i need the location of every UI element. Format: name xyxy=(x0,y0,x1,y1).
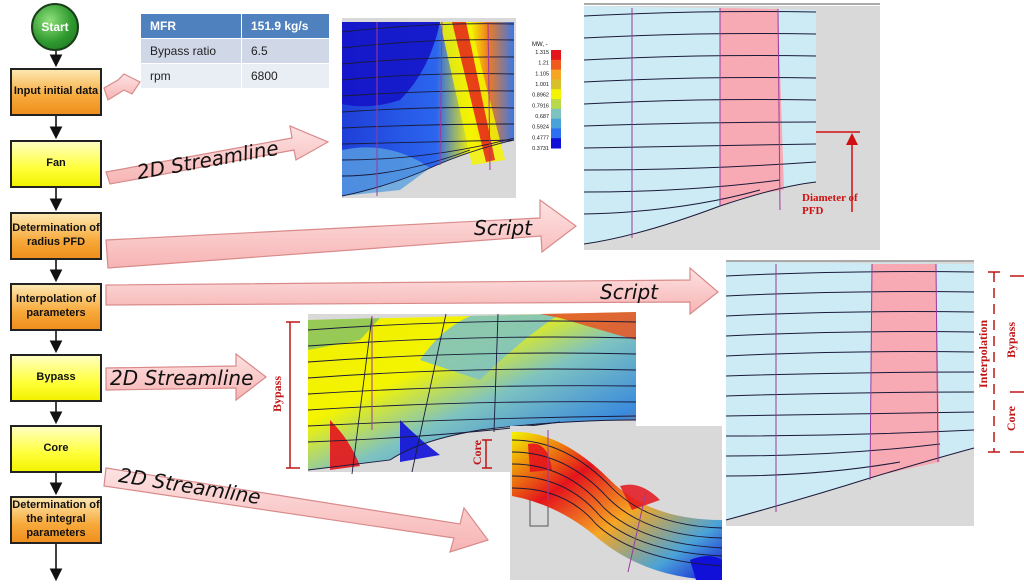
colorbar-tick-label: 1.105 xyxy=(535,71,549,77)
start-node: Start xyxy=(31,3,79,51)
interpolation-right-label: Interpolation xyxy=(976,320,990,389)
table-row: rpm 6800 xyxy=(141,63,329,89)
arrow-interp xyxy=(105,266,719,316)
step-label: Input initial data xyxy=(13,85,99,98)
pfd-radius-panel xyxy=(583,3,880,250)
table-row: MFR 151.9 kg/s xyxy=(141,14,329,39)
arrow-label-pfd: Script xyxy=(474,216,533,240)
fan-contour-panel xyxy=(341,18,516,198)
arrow-label-bypass: 2D Streamline xyxy=(110,366,254,390)
colorbar-tick-label: 1.21 xyxy=(538,61,549,67)
param-key: MFR xyxy=(141,14,242,39)
step-label: Core xyxy=(43,442,69,455)
param-value: 151.9 kg/s xyxy=(241,14,329,39)
step-interpolation: Interpolation of parameters xyxy=(10,283,102,331)
param-value: 6800 xyxy=(241,63,329,89)
arrow-pfd xyxy=(105,198,578,269)
step-label: Determination of radius PFD xyxy=(12,222,100,248)
colorbar-tick-label: 0.4777 xyxy=(532,135,549,141)
step-label: Bypass xyxy=(36,371,76,384)
colorbar-tick-label: 0.5924 xyxy=(532,125,549,131)
bypass-right-label: Bypass xyxy=(1004,322,1018,359)
bypass-contour-panel xyxy=(286,312,637,475)
colorbar-swatch xyxy=(551,69,561,80)
arrow-label-interp: Script xyxy=(600,280,659,304)
colorbar-tick-label: 0.8962 xyxy=(532,93,549,99)
colorbar: 1.315 1.21 1.105 1.001 0.8962 0.7916 0.687 0.59… xyxy=(532,50,561,152)
colorbar-swatch xyxy=(551,108,561,120)
colorbar-swatch xyxy=(551,89,561,100)
step-input-initial-data: Input initial data xyxy=(10,68,102,116)
colorbar-tick-label: 0.7916 xyxy=(532,103,549,109)
colorbar-title: MW, - xyxy=(532,42,548,48)
colorbar-swatch xyxy=(551,118,561,129)
arrow-input-to-table xyxy=(103,73,141,101)
interpolation-panel xyxy=(725,260,1024,526)
param-value: 6.5 xyxy=(241,38,329,64)
colorbar-swatch xyxy=(551,138,561,149)
colorbar-swatch xyxy=(551,128,561,139)
step-determination-radius-pfd: Determination of radius PFD xyxy=(10,212,102,260)
colorbar-swatch xyxy=(551,99,561,110)
block-arrows xyxy=(103,73,719,553)
step-label: Interpolation of parameters xyxy=(15,293,97,319)
table-row: Bypass ratio 6.5 xyxy=(141,38,329,64)
colorbar-swatch xyxy=(551,79,561,90)
param-key: Bypass ratio xyxy=(141,38,242,64)
diameter-pfd-label: Diameter of PFD xyxy=(802,192,858,217)
core-left-label: Core xyxy=(470,440,484,466)
step-integral-parameters: Determination of the integral parameters xyxy=(10,496,102,544)
start-label: Start xyxy=(41,20,69,34)
arrow-fan xyxy=(105,125,330,185)
param-key: rpm xyxy=(141,63,242,89)
step-fan: Fan xyxy=(10,140,102,188)
core-contour-panel xyxy=(482,426,723,580)
colorbar-tick-label: 1.001 xyxy=(535,82,549,88)
colorbar-tick-label: 0.3731 xyxy=(532,146,549,152)
colorbar-tick-label: 1.315 xyxy=(535,50,549,56)
core-right-label: Core xyxy=(1004,406,1018,432)
colorbar-tick-label: 0.687 xyxy=(535,114,549,120)
bypass-left-label: Bypass xyxy=(270,376,284,413)
step-bypass: Bypass xyxy=(10,354,102,402)
arrow-bypass xyxy=(105,352,267,402)
arrow-core xyxy=(103,467,489,553)
initial-parameters-table: MFR 151.9 kg/s Bypass ratio 6.5 rpm 6800 xyxy=(141,14,329,89)
step-core: Core xyxy=(10,425,102,473)
step-label: Fan xyxy=(46,157,66,170)
colorbar-swatch xyxy=(551,50,561,61)
colorbar-swatch xyxy=(551,59,561,71)
step-label: Determination of the integral parameters xyxy=(12,499,100,539)
